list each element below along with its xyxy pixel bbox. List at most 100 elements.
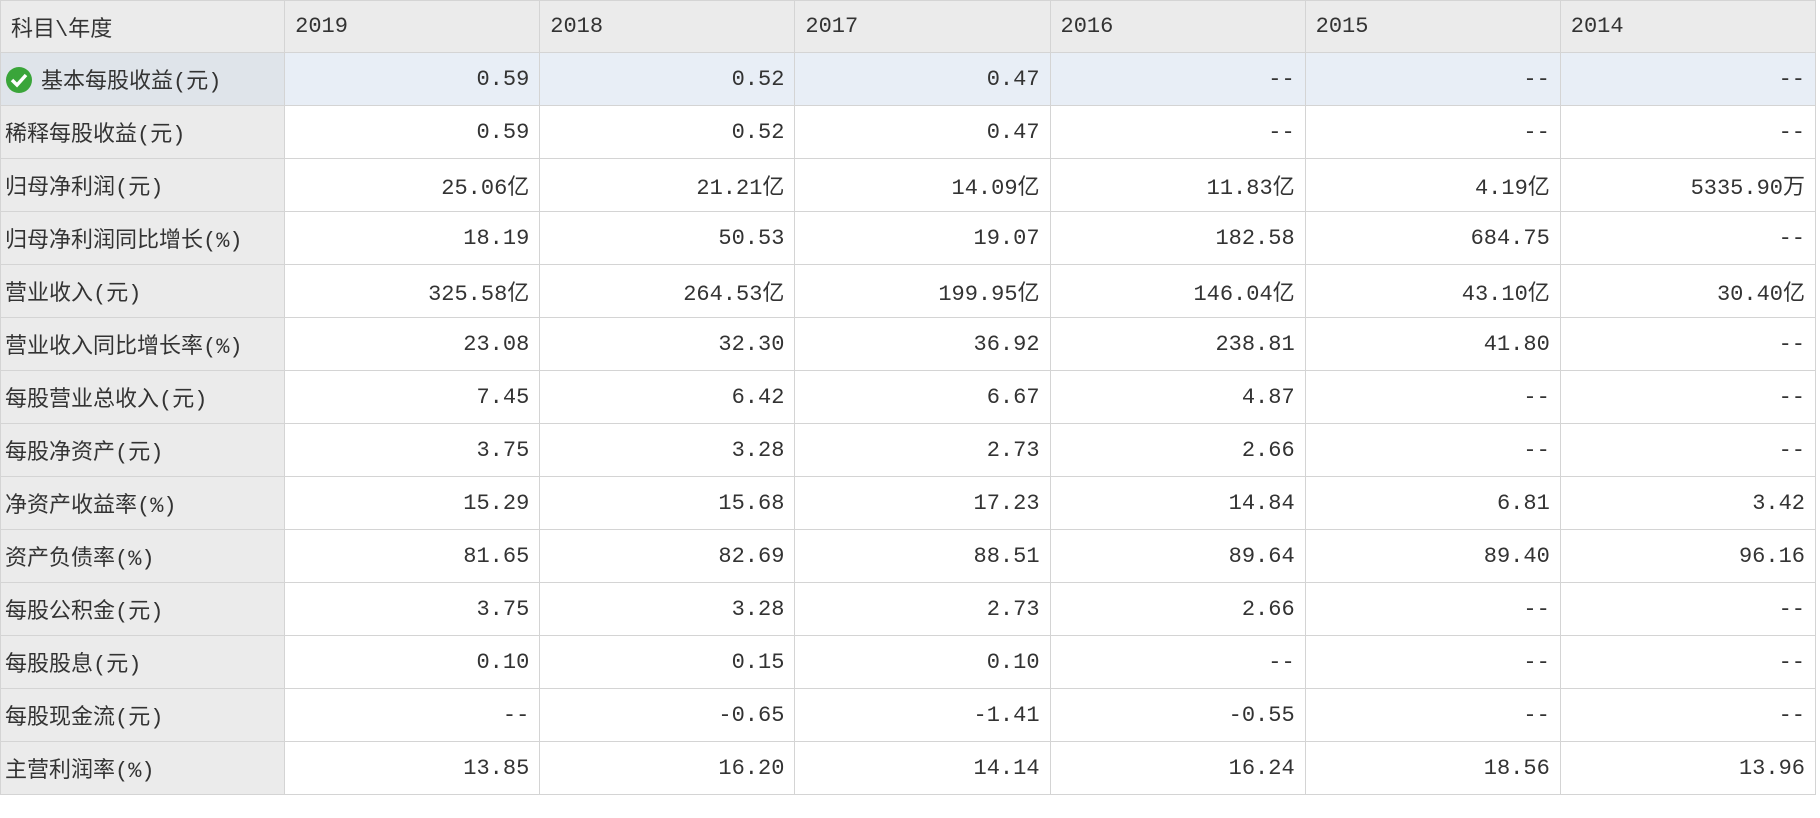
value-cell: 50.53 (539, 211, 796, 265)
check-icon (6, 67, 32, 93)
value-cell: 5335.90万 (1559, 158, 1817, 212)
label-text: 每股净资产(元) (5, 441, 164, 466)
value-text: 199.95亿 (938, 282, 1040, 307)
value-text: 2.66 (1241, 437, 1295, 463)
value-text: 6.81 (1496, 490, 1550, 516)
value-cell: 36.92 (794, 317, 1051, 371)
value-cell: 182.58 (1049, 211, 1306, 265)
value-cell: 0.47 (794, 52, 1051, 106)
value-cell: 13.85 (284, 741, 541, 795)
value-cell: -0.65 (539, 688, 796, 742)
value-text: -- (1778, 596, 1805, 622)
value-cell: -- (1559, 317, 1817, 371)
value-text: -- (502, 702, 530, 728)
value-text: 25.06亿 (441, 176, 530, 201)
value-cell: 0.47 (794, 105, 1051, 159)
value-cell: 2.73 (794, 582, 1051, 636)
value-text: 13.96 (1738, 755, 1805, 781)
header-cell: 科目\年度 (0, 0, 286, 53)
value-text: 0.10 (476, 649, 530, 675)
value-text: 264.53亿 (683, 282, 785, 307)
header-cell: 2014 (1559, 0, 1817, 53)
value-cell: 6.42 (539, 370, 796, 424)
value-text: 0.52 (731, 66, 785, 92)
value-text: 96.16 (1738, 543, 1805, 569)
value-cell: 96.16 (1559, 529, 1817, 583)
value-text: 17.23 (973, 490, 1040, 516)
value-cell: -- (1304, 52, 1561, 106)
label-text: 净资产收益率(%) (5, 494, 177, 519)
value-text: 11.83亿 (1206, 176, 1295, 201)
value-cell: 2.66 (1049, 582, 1306, 636)
value-text: -- (1523, 702, 1550, 728)
value-cell: -- (1559, 688, 1817, 742)
value-text: -- (1523, 596, 1550, 622)
value-cell: -- (1559, 635, 1817, 689)
value-cell: -- (1304, 105, 1561, 159)
value-text: 50.53 (718, 225, 785, 251)
value-text: 2.73 (986, 437, 1040, 463)
table-row: 归母净利润同比增长(%) 18.19 50.53 19.07 182.58 684.75 -… (0, 211, 1817, 265)
table-row: 营业收入(元) 325.58亿 264.53亿 199.95亿 146.04亿 43.10… (0, 264, 1817, 318)
value-text: 0.59 (476, 66, 530, 92)
value-text: -- (1523, 66, 1550, 92)
value-cell: 4.19亿 (1304, 158, 1561, 212)
value-cell: 6.81 (1304, 476, 1561, 530)
table-row: 稀释每股收益(元) 0.59 0.52 0.47 -- -- -- (0, 105, 1817, 159)
row-label: 每股现金流(元) (0, 688, 286, 742)
header-cell: 2018 (539, 0, 796, 53)
value-text: 0.52 (731, 119, 785, 145)
value-cell: 199.95亿 (794, 264, 1051, 318)
value-cell: 14.14 (794, 741, 1051, 795)
value-cell: 15.29 (284, 476, 541, 530)
label-text: 营业收入(元) (5, 282, 142, 307)
value-text: -- (1778, 384, 1805, 410)
value-text: 88.51 (973, 543, 1040, 569)
row-label: 净资产收益率(%) (0, 476, 286, 530)
value-text: -- (1523, 384, 1550, 410)
value-text: 32.30 (718, 331, 785, 357)
label-text: 稀释每股收益(元) (5, 123, 186, 148)
value-text: 6.67 (986, 384, 1040, 410)
value-cell: 325.58亿 (284, 264, 541, 318)
value-cell: 21.21亿 (539, 158, 796, 212)
value-text: 89.40 (1483, 543, 1550, 569)
row-label: 主营利润率(%) (0, 741, 286, 795)
value-text: 238.81 (1215, 331, 1295, 357)
value-cell: 684.75 (1304, 211, 1561, 265)
value-text: 7.45 (476, 384, 530, 410)
value-cell: 88.51 (794, 529, 1051, 583)
value-text: 0.47 (986, 119, 1040, 145)
value-cell: 2.66 (1049, 423, 1306, 477)
value-cell: 18.56 (1304, 741, 1561, 795)
table-row: 资产负债率(%) 81.65 82.69 88.51 89.64 89.40 96.16 (0, 529, 1817, 583)
value-cell: 14.84 (1049, 476, 1306, 530)
value-text: 3.28 (731, 437, 785, 463)
value-cell: 3.28 (539, 582, 796, 636)
value-text: 43.10亿 (1461, 282, 1550, 307)
value-cell: 0.52 (539, 105, 796, 159)
value-cell: 7.45 (284, 370, 541, 424)
value-text: 4.87 (1241, 384, 1295, 410)
label-text: 每股现金流(元) (5, 706, 164, 731)
table-row: 归母净利润(元) 25.06亿 21.21亿 14.09亿 11.83亿 4.19亿 533… (0, 158, 1817, 212)
value-text: 182.58 (1215, 225, 1295, 251)
table-row: 净资产收益率(%) 15.29 15.68 17.23 14.84 6.81 3.42 (0, 476, 1817, 530)
value-cell: 3.42 (1559, 476, 1817, 530)
value-text: 15.68 (718, 490, 785, 516)
value-cell: 6.67 (794, 370, 1051, 424)
value-text: 18.56 (1483, 755, 1550, 781)
value-text: 16.24 (1228, 755, 1295, 781)
value-text: 6.42 (731, 384, 785, 410)
value-text: 41.80 (1483, 331, 1550, 357)
value-cell: -0.55 (1049, 688, 1306, 742)
value-cell: 238.81 (1049, 317, 1306, 371)
value-cell: 23.08 (284, 317, 541, 371)
value-text: 4.19亿 (1474, 176, 1550, 201)
value-text: -- (1778, 331, 1805, 357)
value-text: 3.75 (476, 596, 530, 622)
value-text: -- (1778, 66, 1805, 92)
value-text: 18.19 (463, 225, 530, 251)
value-text: 146.04亿 (1193, 282, 1295, 307)
value-text: 0.47 (986, 66, 1040, 92)
